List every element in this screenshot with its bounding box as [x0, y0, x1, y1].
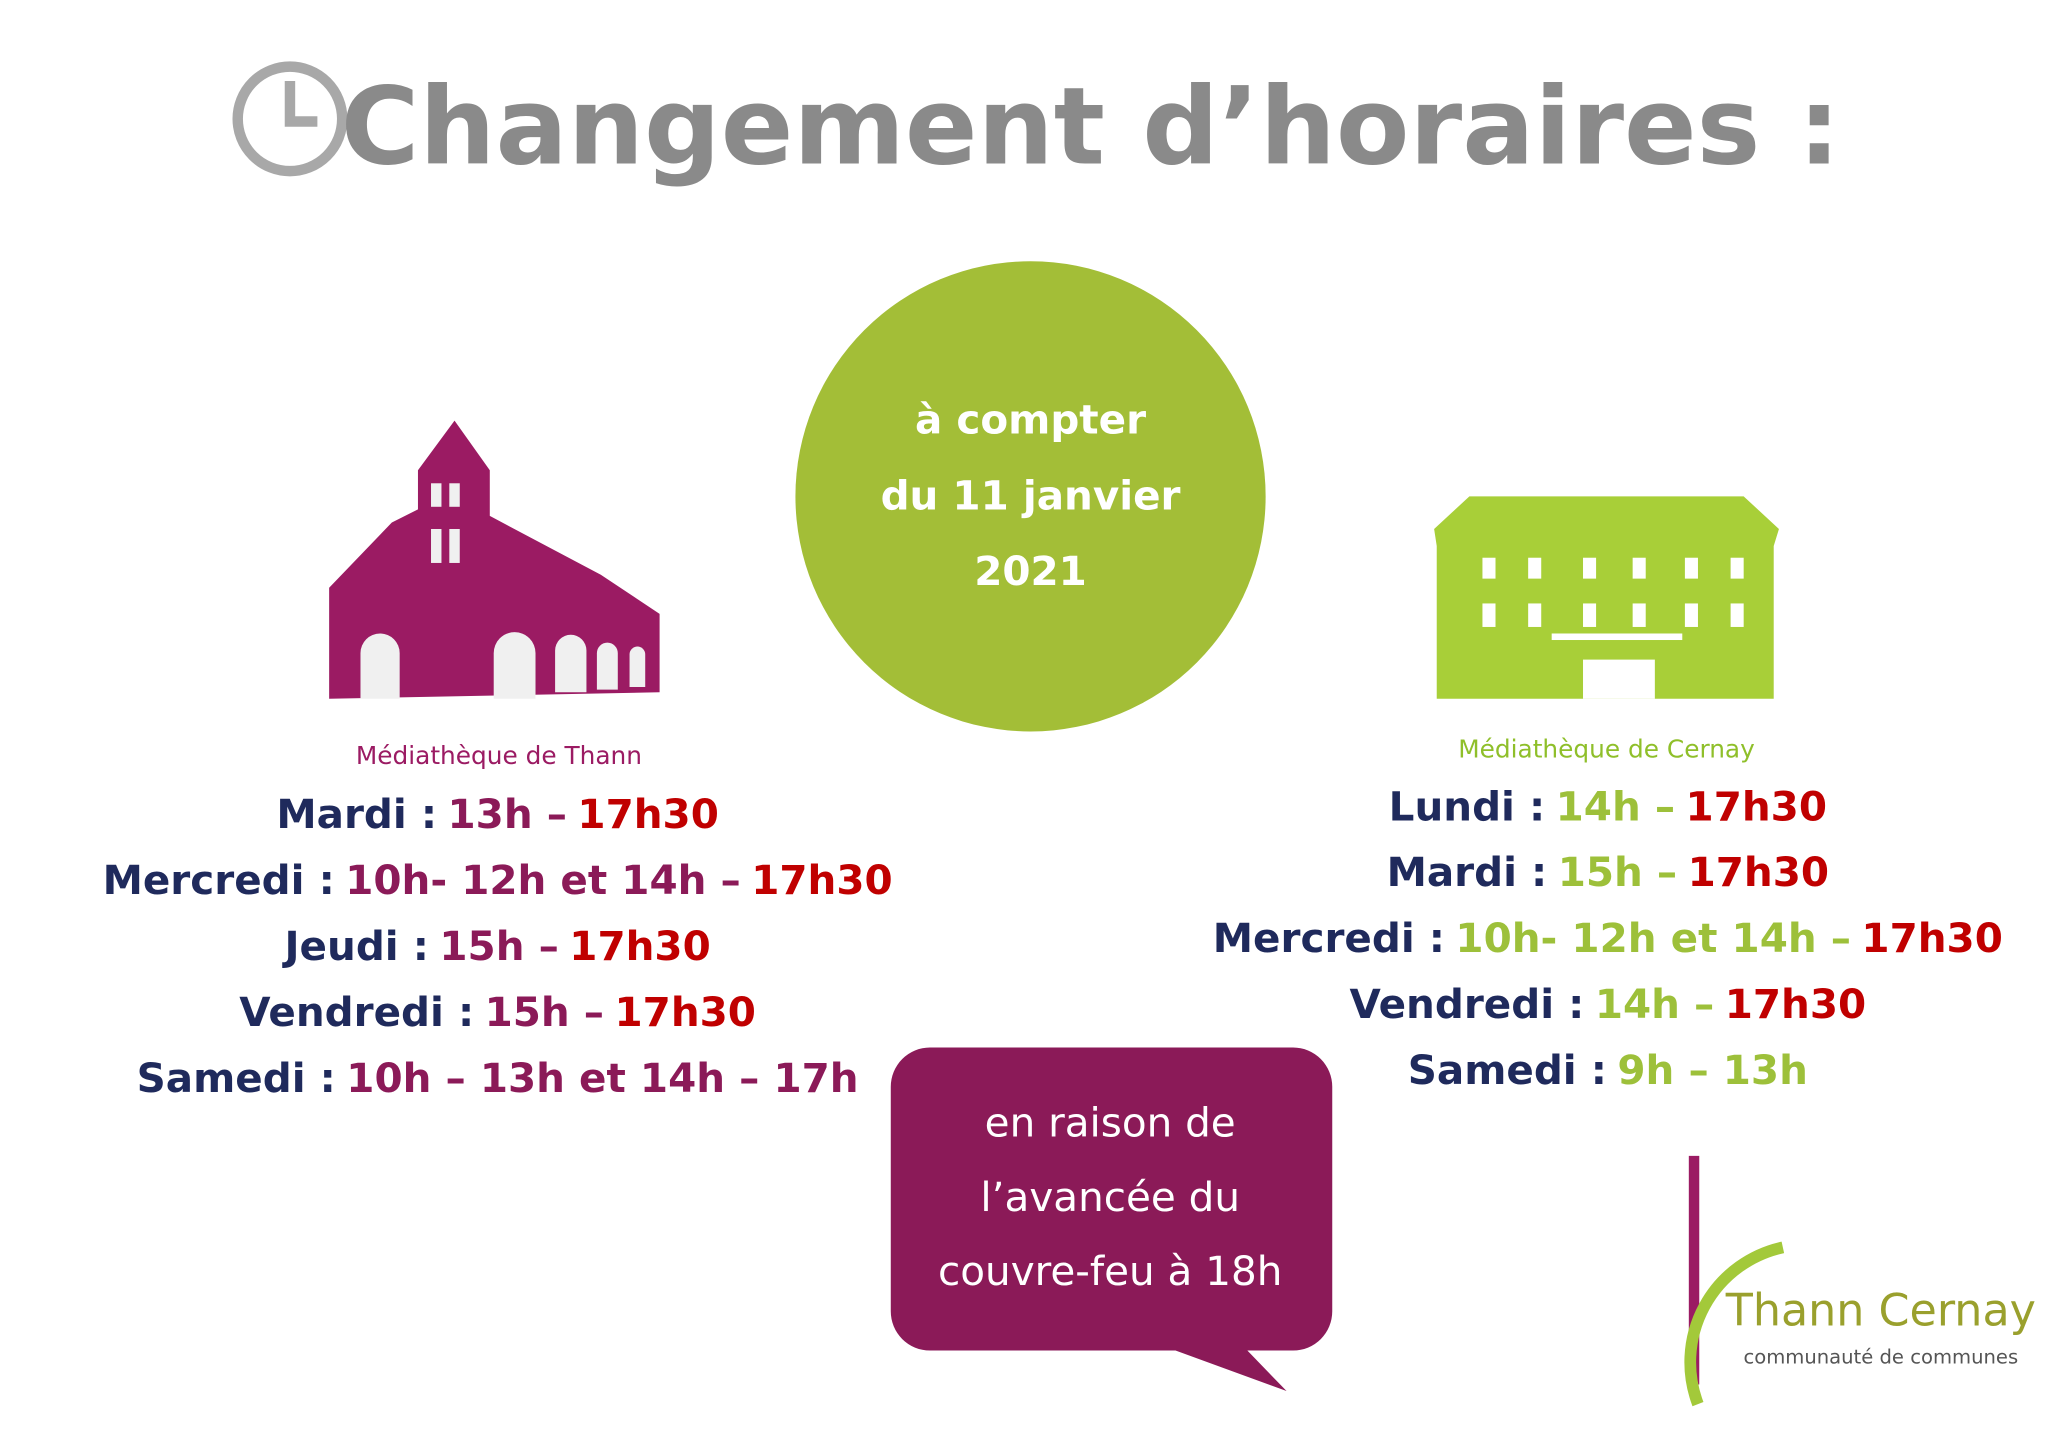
hours: 10h- 12h et 14h – [345, 856, 741, 904]
end-time: 17h30 [1688, 848, 1829, 896]
hours: 14h – [1556, 782, 1675, 830]
schedule-row: Mercredi :10h- 12h et 14h –17h30 [1213, 914, 2003, 962]
hours: 15h – [1558, 848, 1677, 896]
day: Mardi : [1387, 848, 1548, 896]
logo: Thann Cernay communauté de communes [1684, 1155, 2036, 1407]
hours: 13h – [448, 790, 567, 838]
hours: 10h- 12h et 14h – [1455, 914, 1851, 962]
library-name: Médiathèque de Thann [356, 741, 642, 770]
text-line: 2021 [974, 547, 1087, 595]
logo-subtitle: communauté de communes [1743, 1346, 2018, 1369]
title: Changement d’horaires : [341, 65, 1841, 189]
day: Mercredi : [103, 856, 335, 904]
end-time: 17h30 [615, 988, 756, 1036]
note-bubble [890, 1047, 1333, 1392]
day: Mercredi : [1213, 914, 1445, 962]
hours: 9h – 13h [1617, 1046, 1808, 1094]
schedule-row: Jeudi :15h –17h30 [282, 922, 711, 970]
day: Vendredi : [239, 988, 474, 1036]
hours: 14h – [1595, 980, 1714, 1028]
schedule-row: Samedi :9h – 13h [1408, 1046, 1808, 1094]
schedule-row: Mardi :13h –17h30 [276, 790, 718, 838]
hours: 15h – [485, 988, 604, 1036]
schedule-row: Lundi :14h –17h30 [1389, 782, 1827, 830]
schedule-row: Vendredi :14h –17h30 [1350, 980, 1867, 1028]
day: Lundi : [1389, 782, 1546, 830]
logo-name: Thann Cernay [1725, 1286, 2036, 1337]
end-time: 17h30 [751, 856, 892, 904]
clock-icon [232, 61, 348, 177]
cernay-building [1434, 496, 1779, 699]
day: Jeudi : [282, 922, 429, 970]
end-time: 17h30 [569, 922, 710, 970]
day: Mardi : [276, 790, 437, 838]
end-time: 17h30 [1686, 782, 1827, 830]
text-line: l’avancée du [980, 1173, 1240, 1221]
schedule-row: Mardi :15h –17h30 [1387, 848, 1829, 896]
text-line: en raison de [985, 1098, 1236, 1146]
text-line: du 11 janvier [881, 471, 1181, 519]
hours: 15h – [439, 922, 558, 970]
thann-building [329, 420, 660, 699]
schedule-row: Samedi :10h – 13h et 14h – 17h [137, 1054, 859, 1102]
text-line: couvre-feu à 18h [938, 1247, 1282, 1295]
text-line: à compter [915, 396, 1146, 444]
end-time: 17h30 [1725, 980, 1866, 1028]
hours: 10h – 13h et 14h – 17h [346, 1054, 858, 1102]
end-time: 17h30 [1861, 914, 2002, 962]
day: Samedi : [1408, 1046, 1607, 1094]
date-badge [795, 261, 1266, 732]
schedule-row: Mercredi :10h- 12h et 14h –17h30 [103, 856, 893, 904]
day: Vendredi : [1350, 980, 1585, 1028]
schedule-row: Vendredi :15h –17h30 [239, 988, 756, 1036]
library-name: Médiathèque de Cernay [1458, 735, 1755, 764]
end-time: 17h30 [577, 790, 718, 838]
day: Samedi : [137, 1054, 336, 1102]
